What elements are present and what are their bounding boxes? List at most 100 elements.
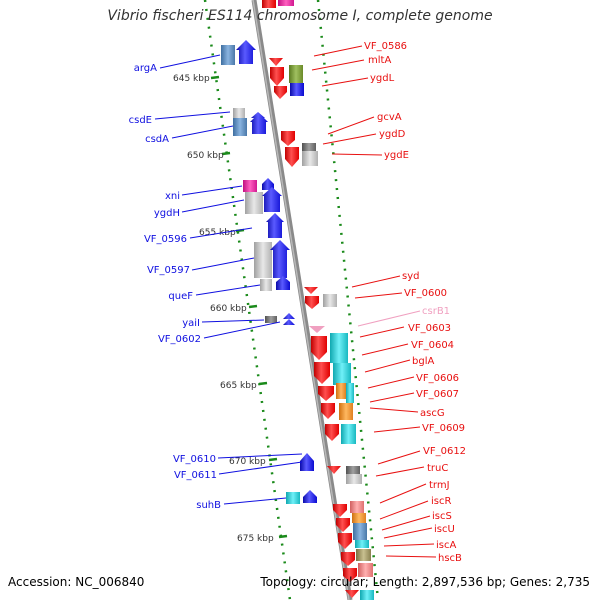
gene-label-ygdL[interactable]: ygdL (370, 73, 395, 84)
gene-label-iscA[interactable]: iscA (436, 540, 456, 551)
gene-label-VF_0611[interactable]: VF_0611 (174, 470, 217, 481)
gene-label-csdE[interactable]: csdE (129, 115, 152, 126)
chromosome-backbone-highlight (252, 0, 350, 600)
reverse-strand-genes (269, 58, 374, 600)
tick-guides (203, 0, 380, 600)
gene-block (233, 118, 247, 136)
gene-arrow (343, 568, 357, 582)
gene-arrow (304, 287, 318, 294)
gene-block (243, 180, 257, 192)
gene-arrow (262, 178, 274, 190)
gene-arrow (270, 240, 290, 278)
ncrna-leader-line (357, 310, 421, 327)
gene-label-VF_0600[interactable]: VF_0600 (404, 288, 447, 299)
gene-block (286, 492, 300, 504)
gene-block (355, 540, 369, 548)
gene-label-ygdH[interactable]: ygdH (154, 208, 180, 219)
gene-block (289, 65, 303, 83)
chromosome-backbone (251, 0, 353, 600)
gene-arrow (283, 313, 295, 319)
gene-arrow (338, 533, 352, 549)
gene-block (290, 83, 304, 96)
gene-label-VF_0604[interactable]: VF_0604 (411, 340, 454, 351)
gene-label-hscB[interactable]: hscB (438, 553, 462, 564)
ncrna-arrow (309, 326, 325, 333)
kbp-label: 650 kbp (187, 151, 224, 161)
gene-label-csdA[interactable]: csdA (145, 134, 169, 145)
gene-arrow (236, 40, 256, 64)
kbp-label: 645 kbp (173, 74, 210, 84)
gene-arrow (314, 362, 330, 384)
gene-arrow (336, 518, 350, 532)
kbp-label: 655 kbp (199, 228, 236, 238)
gene-label-queF[interactable]: queF (168, 291, 193, 302)
gene-label-iscU[interactable]: iscU (434, 524, 455, 535)
gene-label-syd[interactable]: syd (402, 271, 419, 282)
gene-label-xni[interactable]: xni (165, 191, 180, 202)
gene-block (360, 590, 374, 600)
gene-arrow (327, 466, 341, 474)
gene-label-ygdD[interactable]: ygdD (379, 129, 406, 140)
gene-arrow (321, 403, 335, 419)
forward-strand-genes (221, 40, 317, 504)
gene-label-yaiI[interactable]: yaiI (182, 318, 200, 329)
gene-block (336, 383, 346, 399)
gene-arrow (341, 552, 355, 566)
gene-arrow (250, 113, 268, 134)
gene-label-VF_0603[interactable]: VF_0603 (408, 323, 451, 334)
gene-block (302, 143, 316, 151)
gene-arrow (262, 187, 282, 212)
gene-block (302, 151, 318, 166)
gene-arrow (305, 296, 319, 309)
gene-label-VF_0612[interactable]: VF_0612 (423, 446, 466, 457)
gene-block (265, 316, 277, 323)
gene-label-VF_0610[interactable]: VF_0610 (173, 454, 216, 465)
gene-arrow (311, 336, 327, 360)
gene-label-csrB1[interactable]: csrB1 (422, 306, 450, 317)
gene-label-suhB[interactable]: suhB (196, 500, 221, 511)
gene-label-VF_0602[interactable]: VF_0602 (158, 334, 201, 345)
gene-block (278, 0, 294, 6)
gene-arrow (333, 504, 347, 517)
gene-block (352, 513, 366, 523)
left-leader-lines (154, 54, 303, 505)
gene-block (254, 242, 272, 278)
gene-arrow (270, 67, 284, 86)
gene-label-truC[interactable]: truC (427, 463, 448, 474)
gene-block (346, 383, 354, 403)
gene-label-iscS[interactable]: iscS (432, 511, 452, 522)
gene-label-argA[interactable]: argA (134, 63, 157, 74)
gene-label-VF_0586[interactable]: VF_0586 (364, 41, 407, 52)
gene-label-VF_0596[interactable]: VF_0596 (144, 234, 187, 245)
gene-label-ascG[interactable]: ascG (420, 408, 445, 419)
gene-arrow (274, 86, 287, 99)
gene-arrow (269, 58, 283, 66)
gene-label-VF_0607[interactable]: VF_0607 (416, 389, 459, 400)
gene-block (341, 424, 356, 444)
right-leader-lines (311, 45, 437, 558)
genome-summary-text: Topology: circular; Length: 2,897,536 bp… (260, 575, 590, 589)
gene-arrow (303, 490, 317, 503)
kbp-label: 665 kbp (220, 381, 257, 391)
gene-arrow (281, 131, 295, 146)
gene-arrow (300, 453, 314, 471)
gene-label-bglA[interactable]: bglA (412, 356, 434, 367)
gene-label-iscR[interactable]: iscR (431, 496, 451, 507)
gene-block (333, 363, 351, 385)
map-title: Vibrio fischeri ES114 chromosome I, comp… (107, 8, 493, 24)
gene-block (350, 501, 364, 513)
gene-label-trmJ[interactable]: trmJ (429, 480, 450, 491)
gene-block (339, 403, 353, 420)
gene-label-VF_0609[interactable]: VF_0609 (422, 423, 465, 434)
gene-label-VF_0597[interactable]: VF_0597 (147, 265, 190, 276)
gene-label-VF_0606[interactable]: VF_0606 (416, 373, 459, 384)
gene-label-ygdE[interactable]: ygdE (384, 150, 409, 161)
kbp-label: 660 kbp (210, 304, 247, 314)
kbp-label: 675 kbp (237, 534, 274, 544)
gene-arrow (276, 276, 290, 290)
gene-block (245, 192, 263, 214)
gene-label-gcvA[interactable]: gcvA (377, 112, 402, 123)
gene-block (330, 333, 348, 363)
gene-label-mltA[interactable]: mltA (368, 55, 391, 66)
